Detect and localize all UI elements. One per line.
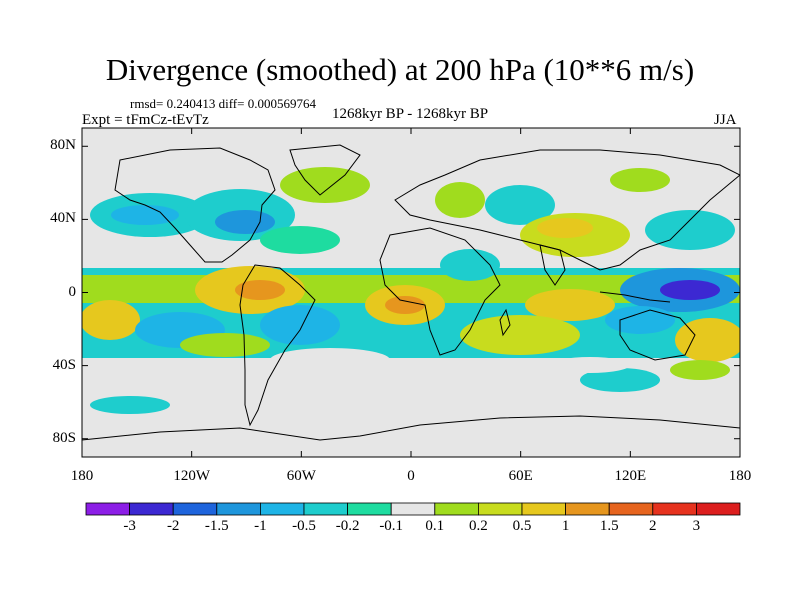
colorbar-tick-label: -1 bbox=[254, 518, 267, 534]
period-label: 1268kyr BP - 1268kyr BP bbox=[331, 106, 489, 122]
colorbar bbox=[85, 502, 741, 516]
field-blob bbox=[82, 300, 140, 340]
coast-australia bbox=[619, 309, 696, 361]
coast-antarctica bbox=[82, 415, 740, 441]
colorbar-swatch bbox=[216, 502, 261, 516]
colorbar-tick-label: 1 bbox=[561, 518, 570, 534]
field-blob bbox=[385, 296, 425, 314]
colorbar-swatch bbox=[129, 502, 174, 516]
chart-title: Divergence (smoothed) at 200 hPa (10**6 … bbox=[105, 52, 695, 87]
colorbar-swatch bbox=[477, 502, 523, 516]
field-blob bbox=[645, 210, 735, 250]
x-tick-label: 60E bbox=[508, 468, 533, 484]
y-tick-label: 40S bbox=[52, 356, 76, 373]
field-blob bbox=[675, 318, 740, 362]
season-label: JJA bbox=[714, 112, 737, 128]
coast-indonesia bbox=[599, 291, 671, 303]
y-tick-label: 0 bbox=[68, 283, 77, 300]
colorbar-swatch bbox=[85, 502, 130, 516]
field-blob bbox=[660, 280, 720, 300]
colorbar-swatch bbox=[608, 502, 654, 516]
colorbar-tick-label: 2 bbox=[649, 518, 657, 534]
field-blob bbox=[260, 226, 340, 254]
x-tick-label: 120W bbox=[173, 468, 210, 484]
colorbar-tick-label: -2 bbox=[166, 518, 180, 534]
colorbar-tick-label: -1.5 bbox=[204, 518, 229, 534]
coast-south-america bbox=[239, 264, 316, 427]
x-tick-label: 60W bbox=[286, 468, 316, 484]
colorbar-swatch bbox=[696, 502, 741, 516]
y-tick-label: 80N bbox=[50, 137, 76, 154]
colorbar-tick-label: 0.1 bbox=[425, 518, 445, 534]
field-blob bbox=[670, 360, 730, 380]
field-blob bbox=[610, 168, 670, 192]
coast-eurasia bbox=[394, 149, 740, 271]
colorbar-swatch bbox=[652, 502, 697, 516]
colorbar-tick-label: -3 bbox=[123, 518, 136, 534]
coast-north-america bbox=[114, 147, 276, 263]
x-axis-ticks bbox=[81, 128, 741, 457]
field-blob bbox=[435, 182, 485, 218]
colorbar-tick-label: -0.2 bbox=[335, 518, 360, 534]
colorbar-swatch bbox=[347, 502, 392, 516]
field-blob bbox=[235, 280, 285, 300]
field-blob bbox=[440, 249, 500, 281]
y-axis-ticks bbox=[82, 145, 740, 440]
field-blob bbox=[90, 396, 170, 414]
field-gap bbox=[550, 357, 630, 373]
colorbar-swatch bbox=[259, 502, 305, 516]
coast-india bbox=[539, 244, 566, 286]
field-gap bbox=[270, 348, 390, 372]
colorbar-tick-label: 0.2 bbox=[469, 518, 488, 534]
x-tick-label: 120E bbox=[614, 468, 647, 484]
field-blob bbox=[525, 289, 615, 321]
colorbar-swatch bbox=[434, 502, 479, 516]
coastlines bbox=[82, 144, 740, 441]
field-blob bbox=[460, 315, 580, 355]
colorbar-tick-label: -0.5 bbox=[292, 518, 316, 534]
x-tick-label: 0 bbox=[407, 468, 415, 484]
experiment-label: Expt = tFmCz-tEvTz bbox=[82, 112, 209, 128]
field-blob bbox=[111, 205, 179, 225]
colorbar-tick-label: 0.5 bbox=[512, 518, 532, 534]
field-blob bbox=[280, 167, 370, 203]
x-tick-label: 180 bbox=[728, 468, 752, 484]
colorbar-swatch bbox=[172, 502, 218, 516]
field-blob bbox=[215, 210, 275, 234]
coast-greenland bbox=[289, 144, 361, 196]
coast-madagascar bbox=[499, 308, 511, 337]
x-tick-label: 180 bbox=[70, 468, 94, 484]
colorbar-swatch bbox=[303, 502, 348, 516]
colorbar-swatch bbox=[521, 502, 566, 516]
divergence-field bbox=[82, 167, 740, 414]
y-tick-label: 40N bbox=[50, 210, 76, 227]
field-blob bbox=[485, 185, 555, 225]
field-blob bbox=[605, 306, 675, 334]
colorbar-swatch bbox=[390, 502, 436, 516]
colorbar-tick-label: 3 bbox=[692, 518, 701, 534]
colorbar-tick-label: 1.5 bbox=[599, 518, 619, 534]
field-blob bbox=[580, 368, 660, 392]
coast-africa bbox=[379, 227, 501, 356]
field-blob bbox=[537, 218, 593, 238]
field-blob bbox=[180, 333, 270, 357]
stats-subtitle: rmsd= 0.240413 diff= 0.000569764 bbox=[130, 96, 316, 111]
field-blob bbox=[260, 305, 340, 345]
colorbar-swatch bbox=[565, 502, 610, 516]
colorbar-tick-label: -0.1 bbox=[379, 518, 404, 534]
y-tick-label: 80S bbox=[52, 429, 76, 446]
